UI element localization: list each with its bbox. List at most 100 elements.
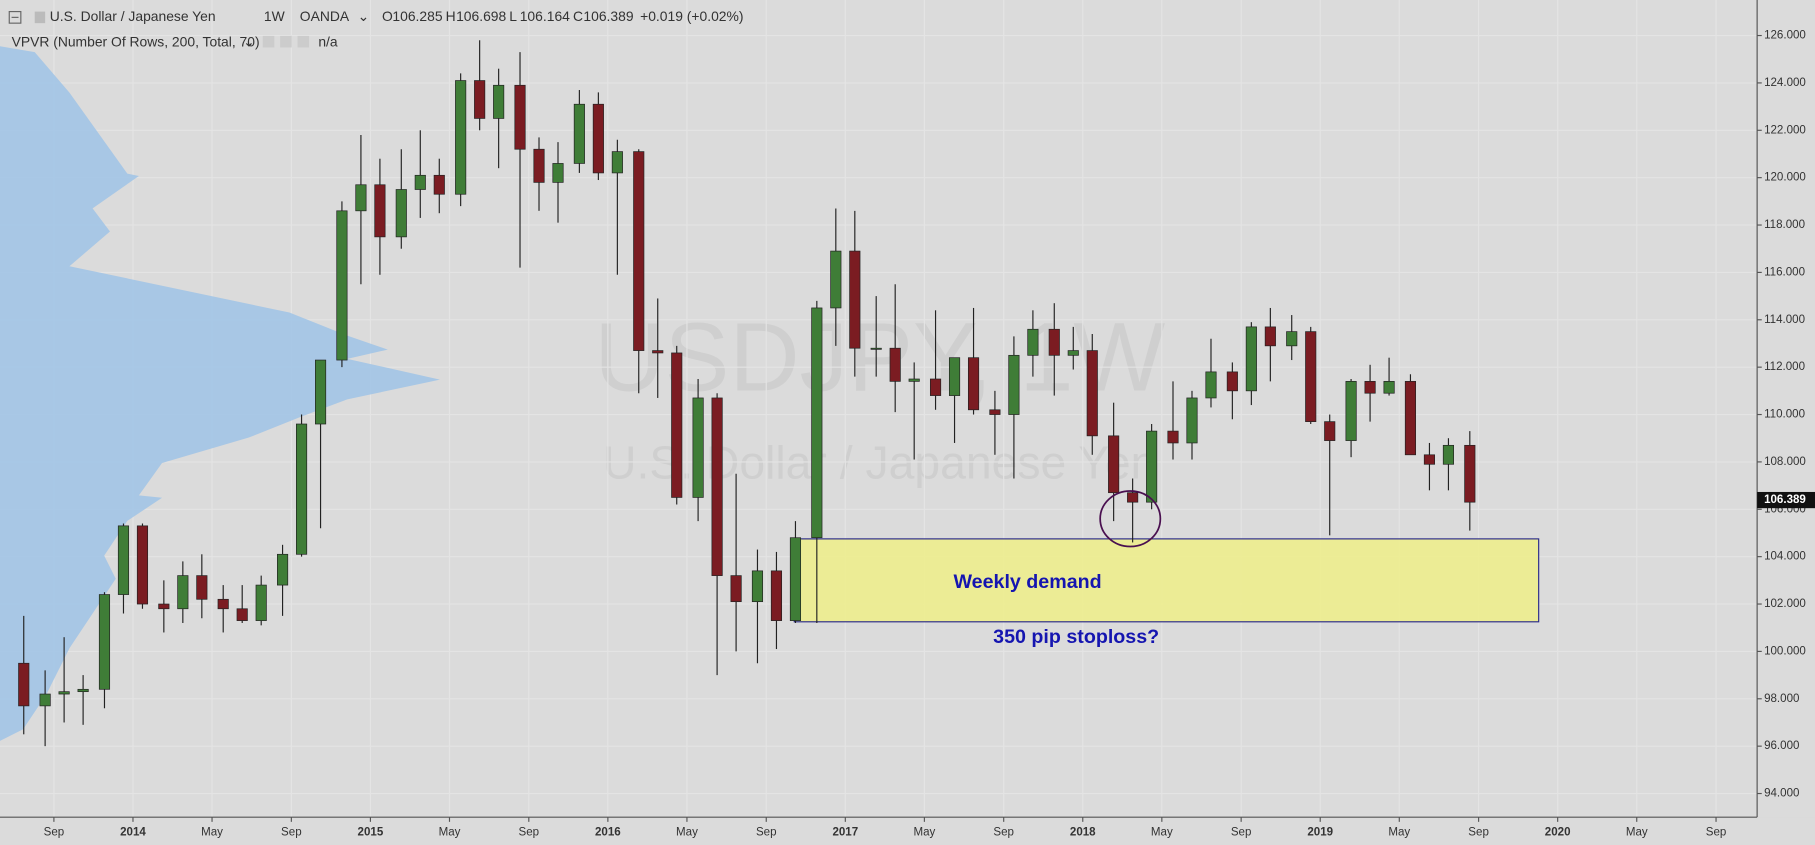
indicator-icon[interactable]: [262, 35, 275, 48]
ohlc: O 106.285 H 106.698 L 106.164 C 106.389: [382, 8, 634, 24]
candle-body: [1048, 328, 1060, 356]
ohlc-key: C: [573, 8, 583, 24]
x-tick-label: May: [1626, 826, 1648, 838]
candle-body: [671, 352, 683, 498]
zone-note: 350 pip stoploss?: [993, 626, 1159, 648]
candle-body: [1205, 371, 1217, 399]
x-tick-label: Sep: [44, 826, 65, 838]
candle-body: [158, 603, 170, 610]
candles: [18, 40, 1476, 747]
indicator[interactable]: VPVR (Number Of Rows, 200, Total, 70): [12, 34, 260, 50]
candle-body: [433, 174, 445, 195]
x-tick-label: Sep: [1468, 826, 1489, 838]
candle-body: [1264, 326, 1276, 347]
dropdown[interactable]: ⌄: [243, 34, 255, 50]
candle-body: [692, 397, 704, 498]
y-tick-label: 98.000: [1764, 693, 1799, 705]
ohlc-value: 106.285: [392, 8, 442, 24]
watermark: USDJPY, 1W: [594, 302, 1165, 411]
candle-body: [58, 691, 70, 695]
x-tick-label: May: [1151, 826, 1173, 838]
x-tick-label: Sep: [756, 826, 777, 838]
x-tick-label: Sep: [1231, 826, 1252, 838]
candle-body: [296, 423, 308, 555]
candle-body: [98, 594, 111, 690]
candle-body: [1324, 421, 1336, 441]
ohlc-key: L: [509, 8, 517, 24]
candle-body: [277, 553, 289, 586]
candle-body: [1464, 444, 1476, 503]
y-tick-label: 112.000: [1764, 361, 1805, 373]
candle-body: [1226, 371, 1238, 392]
candle-body: [414, 174, 426, 190]
ohlc-value: 106.389: [583, 8, 633, 24]
x-tick-label: May: [676, 826, 698, 838]
candle-body: [455, 80, 467, 195]
y-tick-label: 96.000: [1764, 740, 1799, 752]
candle-body: [1146, 430, 1158, 503]
y-tick-label: 126.000: [1764, 30, 1806, 42]
y-tick-label: 110.000: [1764, 409, 1805, 421]
y-tick-label: 104.000: [1764, 551, 1806, 563]
candle-body: [1186, 397, 1198, 444]
candle-body: [811, 307, 823, 539]
price-axis: [1757, 0, 1815, 845]
y-tick-label: 94.000: [1764, 788, 1799, 800]
broker[interactable]: OANDA: [300, 8, 350, 24]
ohlc-value: 106.164: [520, 8, 570, 24]
candle-body: [514, 84, 526, 150]
x-tick-label: 2016: [595, 826, 621, 838]
candle-body: [1108, 435, 1120, 494]
candle-body: [1442, 444, 1454, 465]
candle-body: [196, 575, 208, 600]
candle-body: [789, 537, 802, 621]
candle-body: [255, 584, 267, 621]
zone-label: Weekly demand: [953, 571, 1101, 593]
indicator-value: n/a: [318, 34, 338, 50]
candle-body: [711, 397, 723, 576]
y-tick-label: 120.000: [1764, 172, 1806, 184]
candle-body: [336, 210, 348, 361]
change: +0.019 (+0.02%): [640, 8, 743, 24]
candle-body: [1423, 454, 1436, 465]
x-tick-label: May: [201, 826, 223, 838]
candle-body: [1086, 350, 1098, 437]
candle-body: [611, 151, 623, 174]
x-tick-label: Sep: [519, 826, 540, 838]
collapse-icon[interactable]: [8, 10, 22, 24]
ohlc-key: O: [382, 8, 393, 24]
candle-body: [1286, 331, 1298, 347]
candle-body: [1245, 326, 1257, 392]
candle-body: [552, 163, 564, 183]
axis-labels: 94.000 96.000 98.000 100.000 102.000 104.000 1…: [44, 30, 1815, 838]
candle-body: [770, 570, 783, 621]
indicator-icon[interactable]: [280, 35, 292, 48]
x-tick-label: 2020: [1545, 826, 1571, 838]
x-tick-label: May: [439, 826, 461, 838]
symbol[interactable]: U.S. Dollar / Japanese Yen: [50, 8, 216, 24]
y-tick-label: 108.000: [1764, 456, 1806, 468]
y-tick-label: 102.000: [1764, 598, 1806, 610]
symbol-icon: [34, 11, 46, 24]
candle-body: [374, 184, 386, 238]
y-tick-label: 122.000: [1764, 124, 1806, 136]
candle-body: [1305, 331, 1317, 422]
candle-body: [1067, 350, 1079, 356]
x-tick-label: Sep: [1706, 826, 1727, 838]
candle-body: [533, 148, 545, 183]
candle-body: [217, 598, 229, 610]
y-tick-label: 118.000: [1764, 219, 1805, 231]
candle-body: [870, 347, 882, 350]
y-tick-label: 116.000: [1764, 266, 1805, 278]
x-tick-label: 2017: [832, 826, 858, 838]
candle-body: [1345, 381, 1357, 441]
indicator-icon[interactable]: [297, 35, 310, 48]
dropdown[interactable]: ⌄: [358, 8, 370, 24]
candle-body: [948, 357, 961, 396]
interval[interactable]: 1W: [264, 8, 286, 24]
candle-body: [236, 608, 248, 621]
candle-body: [315, 359, 327, 425]
